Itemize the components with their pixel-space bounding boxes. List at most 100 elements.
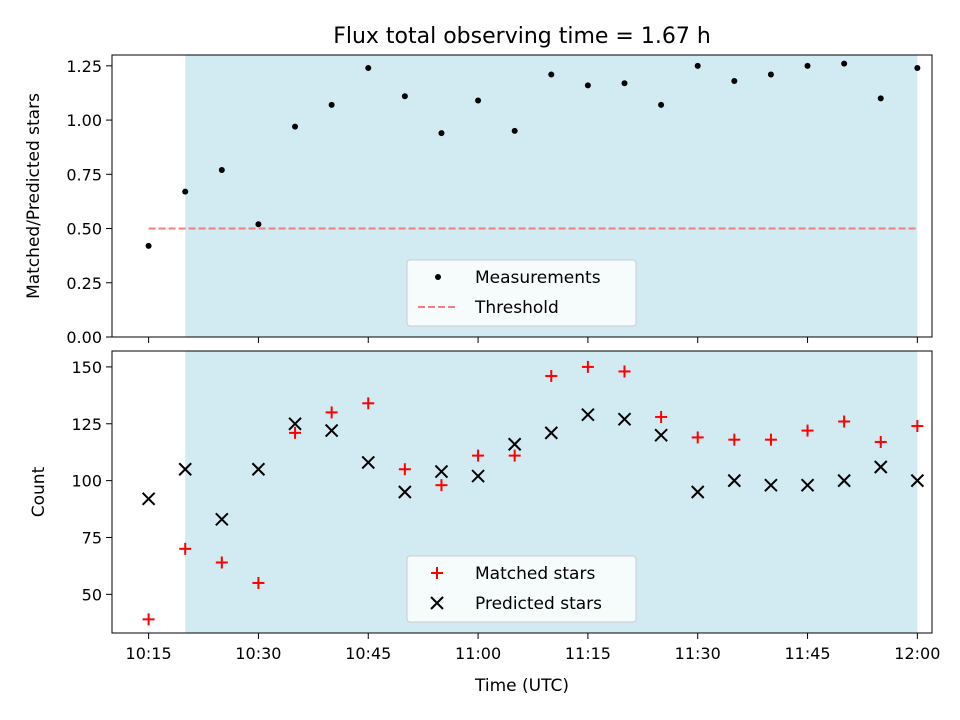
measurement-point [511, 127, 518, 134]
x-tick-label: 11:00 [455, 644, 501, 663]
matched-star-point [252, 576, 265, 589]
x-tick-label: 10:45 [345, 644, 391, 663]
matched-star-point [874, 435, 887, 448]
predicted-star-point [398, 485, 412, 499]
measurement-point [877, 95, 884, 102]
legend-threshold-label: Threshold [474, 298, 559, 318]
measurement-point [145, 242, 152, 249]
top-series-marks [145, 60, 921, 249]
matched-star-point [179, 542, 192, 555]
predicted-star-point [691, 485, 705, 499]
predicted-star-point [471, 469, 485, 483]
predicted-star-point [764, 478, 778, 492]
matched-star-point [581, 360, 594, 373]
measurement-point [621, 80, 628, 87]
measurement-point [694, 62, 701, 69]
predicted-star-point [654, 428, 668, 442]
matched-star-point [142, 613, 155, 626]
matched-star-point [398, 463, 411, 476]
top-legend-box [406, 259, 637, 327]
y-tick-label: 125 [71, 415, 102, 434]
matched-star-point [618, 365, 631, 378]
matched-star-point [215, 556, 228, 569]
y-tick-label: 75 [82, 528, 102, 547]
matched-star-point [472, 449, 485, 462]
y-tick-label: 1.25 [66, 57, 102, 76]
matched-star-point [838, 415, 851, 428]
bottom-legend: Matched stars Predicted stars [406, 555, 637, 623]
predicted-star-point [361, 455, 375, 470]
bottom-x-ticks: 10:15 10:30 10:45 11:00 11:15 11:30 11:45 12:00 [126, 633, 940, 663]
top-panel: 0.00 0.25 0.50 0.75 1.00 1.25 Flux total obse… [24, 24, 933, 347]
bottom-y-axis-label: Count [29, 466, 49, 517]
matched-star-point [362, 397, 375, 410]
measurement-point [328, 101, 335, 108]
predicted-star-point [288, 417, 302, 431]
measurement-point [401, 93, 408, 100]
x-axis-label: Time (UTC) [474, 676, 569, 696]
top-y-ticks: 0.00 0.25 0.50 0.75 1.00 1.25 [66, 57, 112, 347]
x-tick-label: 10:30 [235, 644, 281, 663]
matched-star-point [764, 433, 777, 446]
matched-star-point [325, 406, 338, 419]
measurement-point [218, 166, 225, 173]
y-tick-label: 0.50 [66, 220, 102, 239]
measurement-point [548, 71, 555, 78]
predicted-star-point [434, 464, 449, 479]
matched-star-point [911, 420, 924, 433]
y-tick-label: 0.25 [66, 274, 102, 293]
top-plot-frame [111, 54, 933, 338]
measurement-point [438, 130, 445, 137]
bottom-plot-frame [111, 350, 933, 634]
measurement-point [584, 82, 591, 89]
x-tick-label: 11:45 [784, 644, 830, 663]
top-x-ticks [148, 337, 918, 343]
matched-star-point [435, 479, 448, 492]
matched-star-point [691, 431, 704, 444]
predicted-star-point [800, 478, 815, 492]
predicted-star-point [727, 473, 742, 488]
x-tick-label: 11:15 [565, 644, 611, 663]
legend-matched-marker [431, 567, 443, 579]
predicted-star-point [215, 512, 229, 526]
predicted-star-point [141, 492, 156, 506]
y-tick-label: 100 [71, 472, 102, 491]
predicted-star-point [251, 462, 266, 476]
y-tick-label: 0.00 [66, 328, 102, 347]
predicted-star-point [874, 460, 888, 474]
legend-measurements-label: Measurements [475, 268, 601, 288]
top-y-axis-label: Matched/Predicted stars [24, 93, 44, 299]
y-tick-label: 150 [71, 358, 102, 377]
predicted-star-point [837, 473, 851, 488]
x-tick-label: 12:00 [894, 644, 940, 663]
predicted-star-point [581, 407, 595, 422]
matched-star-point [655, 410, 668, 423]
measurement-point [475, 97, 482, 104]
measurement-point [365, 65, 372, 72]
predicted-star-point [178, 462, 192, 476]
predicted-star-point [910, 473, 925, 488]
measurement-point [767, 71, 774, 78]
y-tick-label: 0.75 [66, 165, 102, 184]
top-legend: Measurements Threshold [406, 259, 637, 327]
measurement-point [182, 188, 189, 195]
chart-title: Flux total observing time = 1.67 h [333, 24, 711, 49]
legend-matched-label: Matched stars [475, 564, 595, 584]
y-tick-label: 50 [82, 585, 102, 604]
matched-star-point [801, 424, 814, 437]
predicted-star-point [507, 437, 522, 451]
x-tick-label: 11:30 [675, 644, 721, 663]
predicted-star-point [617, 412, 632, 426]
y-tick-label: 1.00 [66, 111, 102, 130]
measurement-point [841, 60, 848, 67]
bottom-legend-box [406, 555, 637, 623]
matched-star-point [728, 433, 741, 446]
measurement-point [731, 78, 738, 85]
measurement-point [914, 65, 921, 72]
legend-predicted-label: Predicted stars [475, 594, 602, 614]
measurement-point [804, 62, 811, 69]
predicted-star-point [324, 423, 339, 438]
matched-star-point [289, 426, 302, 439]
